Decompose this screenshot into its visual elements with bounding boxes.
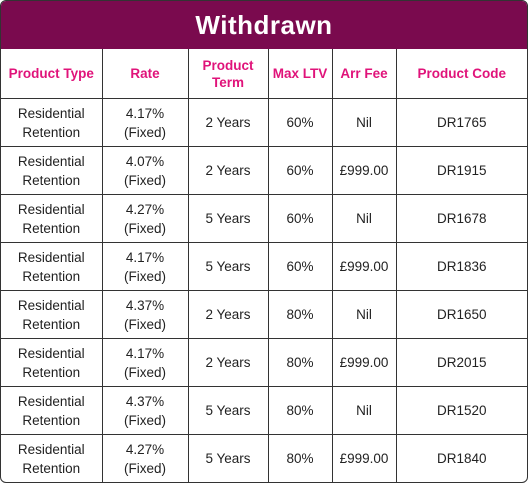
cell-product-type-line: Residential [17,249,85,265]
cell-rate: 4.37% (Fixed) [101,386,189,435]
cell-product-type: Residential Retention [1,98,103,147]
cell-rate-line: 4.37% [125,393,165,409]
cell-max-ltv: 80% [267,290,333,339]
cell-rate-line: (Fixed) [123,220,166,236]
cell-rate: 4.07% (Fixed) [101,146,189,195]
table-title: Withdrawn [1,1,527,49]
cell-product-type-line: Residential [17,105,85,121]
column-header-product-term: Product Term [187,49,269,99]
cell-rate: 4.17% (Fixed) [101,242,189,291]
column-header-arr-fee: Arr Fee [331,49,397,99]
cell-rate-line: 4.17% [125,249,165,265]
cell-arr-fee: £999.00 [331,146,397,195]
cell-max-ltv: 60% [267,146,333,195]
column-header-rate: Rate [101,49,189,99]
cell-arr-fee: Nil [331,386,397,435]
cell-product-type-line: Retention [22,220,81,236]
cell-product-type-line: Retention [22,460,81,476]
column-header-product-code: Product Code [395,49,527,99]
cell-product-term: 2 Years [187,98,269,147]
cell-product-term: 5 Years [187,194,269,243]
cell-product-type: Residential Retention [1,434,103,482]
cell-product-code: DR1650 [395,290,527,339]
cell-rate: 4.27% (Fixed) [101,194,189,243]
cell-arr-fee: Nil [331,98,397,147]
cell-arr-fee: £999.00 [331,434,397,482]
cell-product-type-line: Retention [22,124,81,140]
cell-product-type-line: Residential [17,297,85,313]
cell-product-term: 2 Years [187,290,269,339]
cell-product-code: DR1915 [395,146,527,195]
cell-rate-line: (Fixed) [123,412,166,428]
cell-arr-fee: £999.00 [331,242,397,291]
cell-rate-line: 4.17% [125,345,165,361]
table-row: Residential Retention 4.17% (Fixed) 2 Years 8… [1,338,527,387]
cell-product-type-line: Retention [22,364,81,380]
cell-arr-fee: £999.00 [331,338,397,387]
cell-product-type: Residential Retention [1,338,103,387]
table-row: Residential Retention 4.37% (Fixed) 2 Years 8… [1,290,527,339]
cell-product-type-line: Residential [17,345,85,361]
cell-product-code: DR1765 [395,98,527,147]
cell-max-ltv: 80% [267,434,333,482]
cell-rate: 4.17% (Fixed) [101,98,189,147]
cell-rate-line: (Fixed) [123,460,166,476]
table-row: Residential Retention 4.17% (Fixed) 5 Years 6… [1,242,527,291]
cell-product-term: 5 Years [187,386,269,435]
cell-product-type-line: Retention [22,268,81,284]
cell-product-type-line: Retention [22,172,81,188]
cell-rate: 4.37% (Fixed) [101,290,189,339]
cell-product-term: 2 Years [187,338,269,387]
cell-arr-fee: Nil [331,194,397,243]
cell-max-ltv: 80% [267,338,333,387]
cell-product-type: Residential Retention [1,386,103,435]
cell-product-type-line: Residential [17,153,85,169]
cell-product-code: DR1678 [395,194,527,243]
cell-product-code: DR1836 [395,242,527,291]
cell-rate: 4.17% (Fixed) [101,338,189,387]
cell-product-type: Residential Retention [1,242,103,291]
cell-rate-line: (Fixed) [123,124,166,140]
cell-rate-line: (Fixed) [123,172,166,188]
cell-product-code: DR1840 [395,434,527,482]
cell-product-term: 5 Years [187,434,269,482]
cell-max-ltv: 80% [267,386,333,435]
cell-product-type-line: Residential [17,441,85,457]
cell-rate-line: 4.17% [125,105,165,121]
cell-max-ltv: 60% [267,98,333,147]
products-table: Product Type Rate Product Term Max LTV A… [1,49,527,482]
cell-rate-line: 4.27% [125,201,165,217]
cell-max-ltv: 60% [267,242,333,291]
table-row: Residential Retention 4.07% (Fixed) 2 Years 6… [1,146,527,195]
table-row: Residential Retention 4.37% (Fixed) 5 Years 8… [1,386,527,435]
column-header-max-ltv: Max LTV [267,49,333,99]
cell-rate-line: 4.37% [125,297,165,313]
cell-product-type-line: Retention [22,316,81,332]
cell-rate: 4.27% (Fixed) [101,434,189,482]
cell-rate-line: (Fixed) [123,316,166,332]
cell-product-type-line: Retention [22,412,81,428]
cell-product-type: Residential Retention [1,290,103,339]
cell-product-type-line: Residential [17,393,85,409]
cell-rate-line: (Fixed) [123,364,166,380]
header-row: Product Type Rate Product Term Max LTV A… [1,49,527,99]
cell-rate-line: 4.27% [125,441,165,457]
cell-product-term: 2 Years [187,146,269,195]
cell-product-term: 5 Years [187,242,269,291]
column-header-product-type: Product Type [1,49,103,99]
cell-max-ltv: 60% [267,194,333,243]
table-row: Residential Retention 4.27% (Fixed) 5 Years 6… [1,194,527,243]
cell-rate-line: 4.07% [125,153,165,169]
cell-product-code: DR2015 [395,338,527,387]
cell-product-type: Residential Retention [1,194,103,243]
cell-product-type: Residential Retention [1,146,103,195]
table-row: Residential Retention 4.27% (Fixed) 5 Years 8… [1,434,527,482]
cell-product-code: DR1520 [395,386,527,435]
cell-rate-line: (Fixed) [123,268,166,284]
cell-product-type-line: Residential [17,201,85,217]
cell-arr-fee: Nil [331,290,397,339]
table-row: Residential Retention 4.17% (Fixed) 2 Years 6… [1,98,527,147]
